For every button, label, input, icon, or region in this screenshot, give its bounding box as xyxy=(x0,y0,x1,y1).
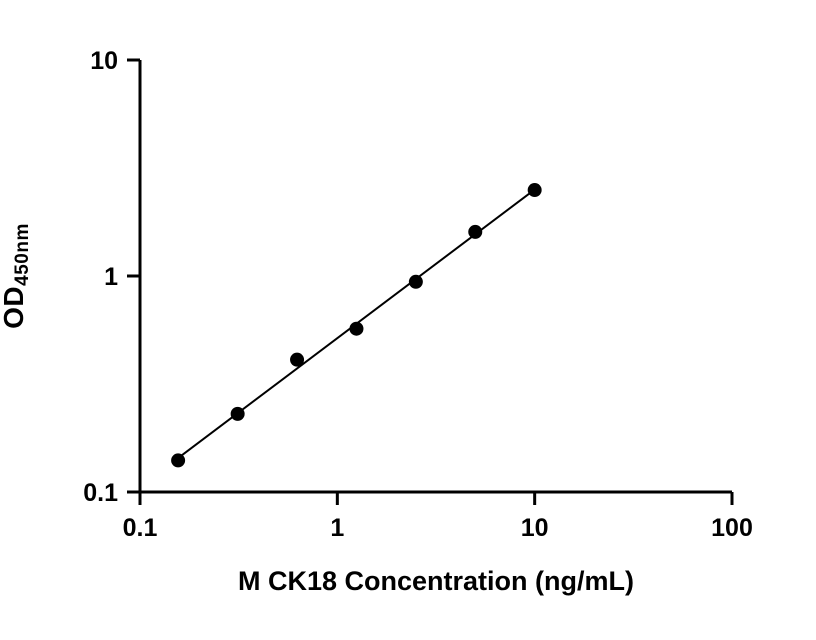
x-tick-label: 0.1 xyxy=(123,514,158,542)
data-point xyxy=(171,453,186,468)
x-tick-label: 10 xyxy=(521,514,549,542)
data-point xyxy=(230,406,245,421)
data-point xyxy=(349,321,364,336)
x-tick-label: 1 xyxy=(330,514,344,542)
x-axis-title: M CK18 Concentration (ng/mL) xyxy=(238,566,634,596)
data-point xyxy=(527,183,542,198)
data-point xyxy=(468,224,483,239)
y-tick-label: 0.1 xyxy=(83,479,118,507)
y-tick-label: 10 xyxy=(90,47,118,75)
data-point xyxy=(408,274,423,289)
data-point xyxy=(290,352,305,367)
y-tick-label: 1 xyxy=(104,263,118,291)
y-axis-title-subscript: 450nm xyxy=(12,223,33,286)
y-axis-title-main: OD xyxy=(0,285,29,329)
x-tick-label: 100 xyxy=(711,514,753,542)
y-axis-title: OD450nm xyxy=(0,223,33,329)
